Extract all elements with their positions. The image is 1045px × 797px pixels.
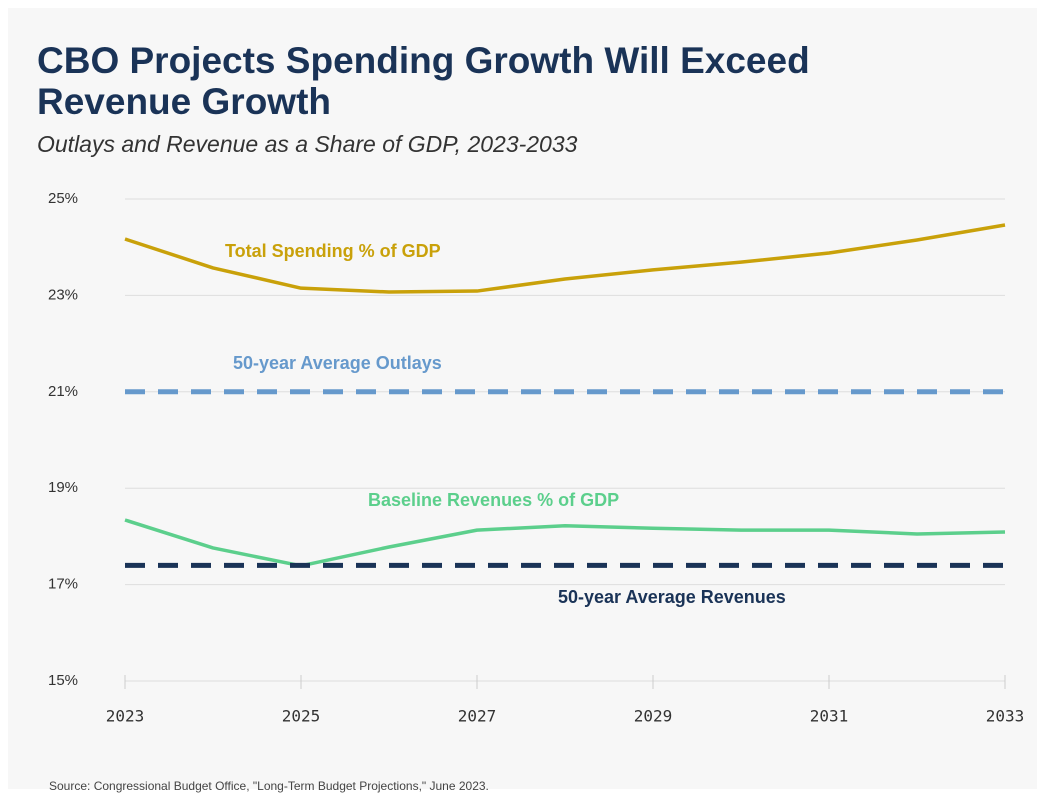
chart-subtitle: Outlays and Revenue as a Share of GDP, 2… xyxy=(37,131,578,157)
x-tick-label: 2033 xyxy=(986,707,1025,726)
y-tick-label: 15% xyxy=(48,672,78,689)
x-tick-label: 2031 xyxy=(810,707,849,726)
x-tick-label: 2025 xyxy=(282,707,321,726)
y-tick-label: 21% xyxy=(48,383,78,400)
series-label: Total Spending % of GDP xyxy=(225,241,441,261)
series-label: 50-year Average Outlays xyxy=(233,353,442,373)
series-label: Baseline Revenues % of GDP xyxy=(368,490,619,510)
series-line xyxy=(124,518,1006,568)
panel xyxy=(8,8,1037,789)
series-label: 50-year Average Revenues xyxy=(558,587,786,607)
series-line xyxy=(124,223,1006,294)
y-tick-label: 23% xyxy=(48,286,78,303)
x-tick-label: 2023 xyxy=(106,707,145,726)
y-tick-label: 25% xyxy=(48,190,78,207)
chart-title: CBO Projects Spending Growth Will Exceed… xyxy=(37,40,810,122)
y-tick-label: 17% xyxy=(48,576,78,593)
x-tick-label: 2027 xyxy=(458,707,497,726)
y-tick-label: 19% xyxy=(48,479,78,496)
source-note: Source: Congressional Budget Office, "Lo… xyxy=(49,779,489,793)
x-tick-label: 2029 xyxy=(634,707,673,726)
